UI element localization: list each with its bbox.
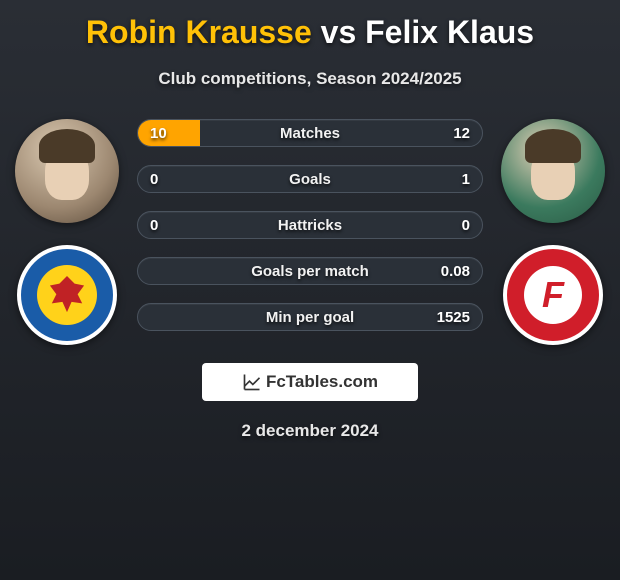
comparison-card: Robin Krausse vs Felix Klaus Club compet… xyxy=(0,0,620,451)
left-side xyxy=(15,119,119,345)
page-title: Robin Krausse vs Felix Klaus xyxy=(86,14,534,51)
stat-bar: 10 Matches 12 xyxy=(137,119,483,147)
chart-icon xyxy=(242,372,262,392)
stat-label: Min per goal xyxy=(266,309,354,326)
subtitle: Club competitions, Season 2024/2025 xyxy=(158,69,461,89)
main-row: 10Matches120Goals10Hattricks0Goals per m… xyxy=(0,119,620,345)
stat-bar: Min per goal 1525 xyxy=(137,303,483,331)
stat-bar: 0 Goals 1 xyxy=(137,165,483,193)
bar-fill-left xyxy=(138,120,200,146)
stat-bar: Goals per match 0.08 xyxy=(137,257,483,285)
title-player2: Felix Klaus xyxy=(365,14,534,50)
date-label: 2 december 2024 xyxy=(241,421,378,441)
stat-label: Hattricks xyxy=(278,217,342,234)
stat-label: Goals xyxy=(289,171,331,188)
stat-value-right: 0.08 xyxy=(441,263,470,280)
stat-value-left: 10 xyxy=(150,125,167,142)
player1-avatar xyxy=(15,119,119,223)
stat-value-right: 1 xyxy=(462,171,470,188)
title-vs: vs xyxy=(321,14,357,50)
stat-value-left: 0 xyxy=(150,217,158,234)
stat-bar: 0 Hattricks 0 xyxy=(137,211,483,239)
right-side: F xyxy=(501,119,605,345)
stat-value-right: 0 xyxy=(462,217,470,234)
stat-value-right: 1525 xyxy=(437,309,470,326)
player2-club-crest: F xyxy=(503,245,603,345)
stat-value-right: 12 xyxy=(453,125,470,142)
crest-letter: F xyxy=(524,266,582,324)
stat-label: Matches xyxy=(280,125,340,142)
brand-label: FcTables.com xyxy=(266,372,378,392)
player1-club-crest xyxy=(17,245,117,345)
stat-bars: 10Matches120Goals10Hattricks0Goals per m… xyxy=(137,119,483,345)
stat-value-left: 0 xyxy=(150,171,158,188)
title-player1: Robin Krausse xyxy=(86,14,312,50)
stat-label: Goals per match xyxy=(251,263,369,280)
brand-badge: FcTables.com xyxy=(202,363,418,401)
player2-avatar xyxy=(501,119,605,223)
